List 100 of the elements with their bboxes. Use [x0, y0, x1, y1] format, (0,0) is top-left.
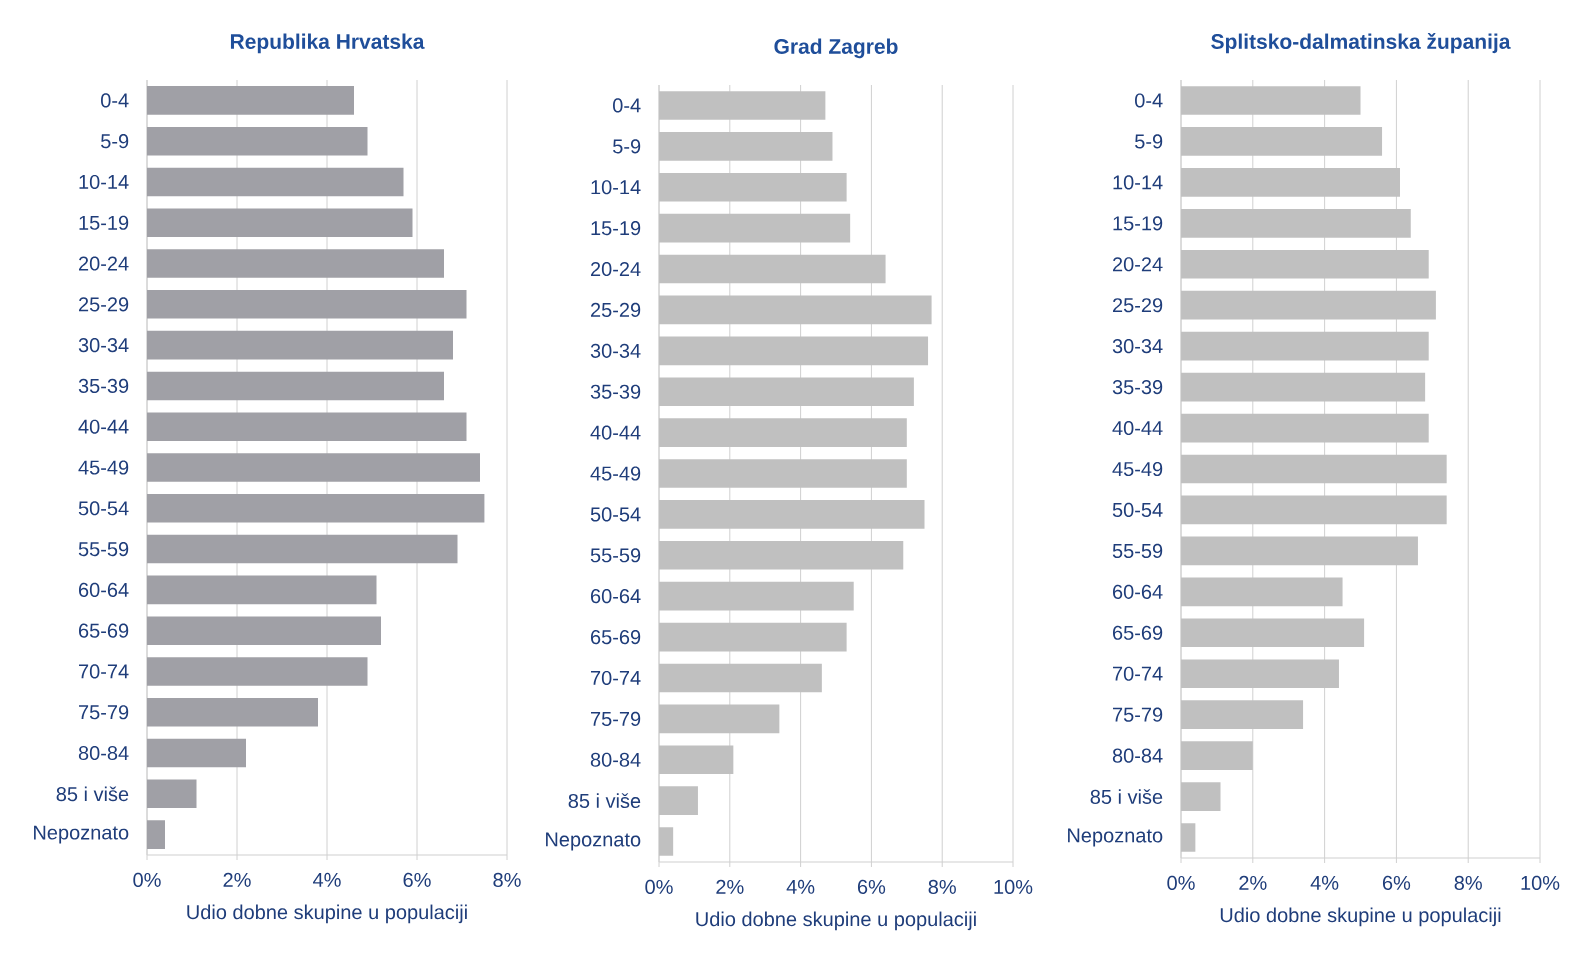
y-tick-label: 55-59: [78, 542, 129, 557]
y-tick-label: 45-49: [78, 460, 129, 475]
y-tick-label: 10-14: [1113, 175, 1163, 190]
y-tick-label: 55-59: [590, 548, 641, 563]
y-tick-label: 15-19: [1113, 216, 1163, 231]
bar: [659, 540, 904, 570]
x-tick-label: 6%: [403, 872, 431, 888]
y-tick-label: 85 i više: [1090, 789, 1163, 804]
y-tick-label: Nepoznato: [1068, 828, 1163, 847]
bar: [1181, 331, 1429, 361]
y-tick-label: 70-74: [591, 670, 641, 686]
y-tick-label: 80-84: [1112, 748, 1163, 763]
y-tick-label: 30-34: [78, 338, 129, 353]
bar: [147, 330, 454, 360]
bar: [1181, 782, 1221, 811]
bar: [1181, 290, 1436, 320]
bar: [1181, 168, 1400, 197]
bar: [659, 418, 907, 447]
x-tick-label: 6%: [857, 879, 886, 895]
bar: [1181, 249, 1429, 279]
y-tick-label: 65-69: [79, 623, 129, 638]
bar: [147, 738, 247, 768]
bar: [659, 132, 833, 161]
y-tick-label: 80-84: [78, 745, 129, 761]
bar: [1181, 372, 1426, 402]
bar: [659, 786, 698, 815]
y-tick-label: 70-74: [1113, 666, 1163, 681]
y-tick-label: 60-64: [591, 589, 641, 604]
bar: [659, 704, 780, 734]
x-tick-label: 10%: [994, 879, 1033, 895]
y-tick-label: 45-49: [1112, 461, 1163, 477]
bar: [147, 412, 467, 441]
y-tick-label: 25-29: [1112, 298, 1163, 313]
bar: [1181, 659, 1339, 689]
y-tick-label: 50-54: [1112, 502, 1163, 518]
chart-title: Grad Zagreb: [774, 38, 898, 59]
bar: [147, 779, 197, 809]
y-tick-label: 5-9: [613, 139, 641, 154]
x-tick-label: 10%: [1521, 875, 1560, 891]
y-tick-label: 35-39: [590, 384, 641, 399]
y-tick-label: 85 i više: [56, 786, 129, 802]
bar: [659, 254, 886, 284]
bar: [147, 657, 368, 686]
bar: [147, 494, 485, 523]
bar: [147, 820, 166, 849]
bar: [659, 622, 847, 652]
bar: [659, 172, 847, 202]
x-tick-label: 6%: [1382, 875, 1411, 891]
bar: [659, 377, 914, 407]
y-tick-label: 5-9: [101, 134, 129, 149]
bar: [659, 295, 932, 325]
chart-title: Splitsko-dalmatinska županija: [1211, 33, 1511, 54]
bar: [147, 371, 445, 401]
bar: [659, 827, 674, 856]
bar: [1181, 454, 1447, 484]
x-tick-label: 2%: [716, 879, 744, 894]
bar: [147, 453, 480, 482]
bar: [1181, 413, 1429, 443]
bar: [659, 745, 734, 775]
y-tick-label: 65-69: [1113, 625, 1163, 640]
y-tick-label: 30-34: [1112, 339, 1163, 354]
bar: [1181, 495, 1447, 525]
y-tick-label: 40-44: [1112, 420, 1163, 436]
y-tick-label: 40-44: [590, 425, 641, 440]
bar: [147, 167, 404, 197]
x-tick-label: 0%: [1167, 875, 1195, 891]
x-tick-label: 8%: [1454, 875, 1482, 891]
bar: [1181, 127, 1383, 156]
bar: [1181, 823, 1196, 852]
x-axis-title: Udio dobne skupine u populaciji: [187, 904, 467, 924]
y-tick-label: 50-54: [590, 507, 641, 522]
bar: [147, 249, 445, 278]
y-tick-label: 20-24: [1112, 257, 1163, 272]
y-tick-label: 85 i više: [568, 793, 641, 809]
y-tick-label: 10-14: [591, 180, 641, 195]
y-tick-label: 20-24: [590, 261, 641, 277]
y-tick-label: 70-74: [79, 664, 129, 679]
bar: [659, 459, 907, 488]
x-tick-label: 0%: [133, 872, 161, 888]
x-tick-label: 8%: [928, 879, 956, 895]
y-tick-label: 25-29: [590, 302, 641, 317]
bar: [659, 663, 822, 693]
x-tick-label: 2%: [1239, 875, 1267, 890]
x-tick-label: 2%: [223, 872, 251, 887]
x-tick-label: 4%: [1310, 875, 1339, 890]
x-tick-label: 4%: [786, 879, 815, 894]
chart-title: Republika Hrvatska: [230, 33, 425, 54]
bar: [147, 697, 319, 727]
y-tick-label: Nepoznato: [34, 825, 129, 844]
bar: [1181, 700, 1304, 730]
y-tick-label: 50-54: [78, 501, 129, 516]
y-tick-label: 35-39: [78, 378, 129, 393]
bar: [147, 575, 377, 605]
y-tick-label: 30-34: [590, 343, 641, 358]
bar: [659, 336, 929, 366]
bar: [659, 581, 854, 611]
y-tick-label: 5-9: [1135, 134, 1163, 149]
y-tick-label: 10-14: [79, 174, 129, 190]
y-tick-label: 65-69: [591, 630, 641, 645]
bar: [1181, 618, 1365, 648]
